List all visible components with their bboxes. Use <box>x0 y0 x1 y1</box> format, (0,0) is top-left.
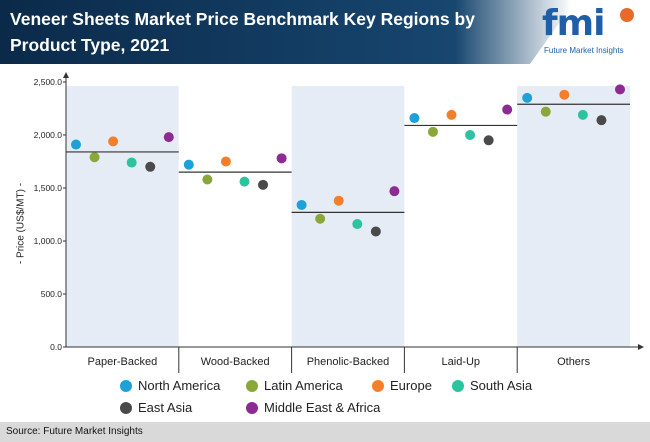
legend-label: Latin America <box>264 378 343 393</box>
x-tick-label: Wood-Backed <box>201 356 270 368</box>
data-point <box>108 136 119 147</box>
legend-item: Latin America <box>246 378 343 393</box>
data-point <box>315 213 326 224</box>
data-point <box>89 152 100 163</box>
y-axis-arrow <box>63 72 69 78</box>
data-point <box>163 132 174 143</box>
legend-label: North America <box>138 378 221 393</box>
data-point <box>502 104 513 115</box>
source-text: Source: Future Market Insights <box>6 426 143 437</box>
legend-swatch <box>246 401 258 414</box>
data-point <box>276 153 287 164</box>
legend-item: Middle East & Africa <box>246 400 380 415</box>
y-tick-label: 500.0 <box>41 289 63 299</box>
data-point <box>370 226 381 237</box>
y-tick-label: 1,500.0 <box>34 183 63 193</box>
data-point <box>615 84 625 95</box>
data-point <box>522 92 533 103</box>
y-tick-label: 2,500.0 <box>34 77 63 87</box>
data-point <box>71 139 81 150</box>
legend-label: Europe <box>390 378 432 393</box>
data-point <box>427 126 438 137</box>
data-point <box>145 161 156 172</box>
data-point <box>409 113 420 124</box>
legend-item: North America <box>120 378 220 393</box>
x-tick-label: Paper-Backed <box>88 356 158 368</box>
logo-dot-orange <box>620 8 634 22</box>
chart-title: Veneer Sheets Market Price Benchmark Key… <box>10 9 475 55</box>
header-banner: Veneer Sheets Market Price Benchmark Key… <box>0 0 650 64</box>
x-tick-label: Others <box>557 356 591 368</box>
legend-swatch <box>372 379 384 392</box>
logo-tagline: Future Market Insights <box>544 46 624 55</box>
legend-label: South Asia <box>470 378 533 393</box>
legend-label: Middle East & Africa <box>264 400 381 415</box>
category-band <box>178 86 292 347</box>
category-band <box>517 86 630 347</box>
data-point <box>239 176 250 187</box>
data-point <box>258 179 269 190</box>
x-tick-label: Laid-Up <box>442 356 481 368</box>
data-point <box>446 109 457 120</box>
y-tick-label: 1,000.0 <box>34 236 63 246</box>
legend-swatch <box>452 379 464 392</box>
fmi-logo: fmi Future Market Insights <box>542 4 642 60</box>
data-point <box>333 195 344 206</box>
x-axis-arrow <box>638 344 644 350</box>
y-tick-label: 0.0 <box>50 342 62 352</box>
legend-label: East Asia <box>138 400 193 415</box>
data-point <box>389 186 400 197</box>
data-point <box>183 159 194 170</box>
data-point <box>483 135 494 146</box>
chart-area: 0.0 500.0 1,000.0 1,500.0 2,000.0 2,500.0 Pape… <box>34 72 644 373</box>
data-point <box>540 106 551 117</box>
data-point <box>465 130 476 140</box>
category-band <box>291 86 405 347</box>
legend-swatch <box>120 401 132 414</box>
legend-swatch <box>246 379 258 392</box>
legend-item: South Asia <box>452 378 532 393</box>
x-tick-label: Phenolic-Backed <box>307 356 390 368</box>
source-bar: Source: Future Market Insights <box>0 422 650 442</box>
data-point <box>220 156 231 167</box>
legend-item: Europe <box>372 378 432 393</box>
y-axis-label: - Price (US$/MT) - <box>15 182 27 265</box>
data-point <box>559 89 570 100</box>
data-point <box>352 219 363 230</box>
data-point <box>296 199 307 210</box>
y-tick-label: 2,000.0 <box>34 130 63 140</box>
logo-mark: fmi <box>542 3 606 44</box>
legend-swatch <box>120 379 132 392</box>
data-point <box>126 157 137 168</box>
data-point <box>596 115 607 126</box>
category-band <box>404 86 518 347</box>
legend-item: East Asia <box>120 400 192 415</box>
data-point <box>577 109 588 120</box>
category-band <box>66 86 179 347</box>
data-point <box>202 174 213 185</box>
